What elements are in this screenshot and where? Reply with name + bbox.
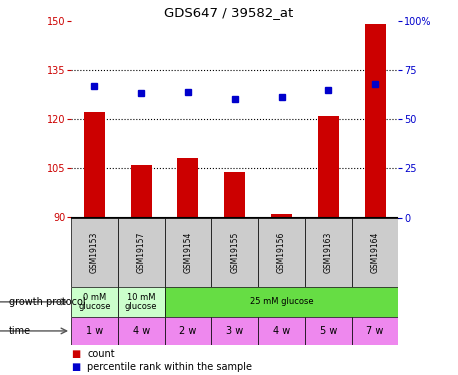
Bar: [305, 317, 352, 345]
Text: 5 w: 5 w: [320, 326, 337, 336]
Text: growth protocol: growth protocol: [9, 297, 86, 307]
Text: GSM19153: GSM19153: [90, 231, 99, 273]
Text: 0 mM
glucose: 0 mM glucose: [78, 293, 111, 311]
Text: 10 mM
glucose: 10 mM glucose: [125, 293, 158, 311]
Text: count: count: [87, 350, 114, 359]
Bar: [118, 287, 164, 317]
Bar: [71, 217, 118, 287]
Text: ■: ■: [71, 350, 80, 359]
Bar: [211, 217, 258, 287]
Bar: [118, 217, 164, 287]
Text: GSM19155: GSM19155: [230, 231, 239, 273]
Bar: [365, 24, 386, 218]
Bar: [164, 317, 211, 345]
Bar: [164, 217, 211, 287]
Bar: [211, 317, 258, 345]
Bar: [224, 171, 245, 217]
Text: GSM19154: GSM19154: [184, 231, 192, 273]
Text: percentile rank within the sample: percentile rank within the sample: [87, 362, 252, 372]
Bar: [352, 217, 398, 287]
Text: GSM19163: GSM19163: [324, 231, 333, 273]
Text: GSM19156: GSM19156: [277, 231, 286, 273]
Bar: [352, 317, 398, 345]
Text: 2 w: 2 w: [179, 326, 196, 336]
Text: 1 w: 1 w: [86, 326, 103, 336]
Bar: [305, 217, 352, 287]
Bar: [318, 116, 339, 218]
Bar: [177, 158, 198, 218]
Text: GDS647 / 39582_at: GDS647 / 39582_at: [164, 6, 294, 19]
Bar: [271, 214, 292, 217]
Bar: [131, 165, 152, 218]
Bar: [164, 287, 398, 317]
Bar: [71, 317, 118, 345]
Bar: [118, 317, 164, 345]
Bar: [258, 217, 305, 287]
Text: GSM19164: GSM19164: [371, 231, 380, 273]
Text: 7 w: 7 w: [366, 326, 384, 336]
Bar: [84, 112, 105, 218]
Text: 25 mM glucose: 25 mM glucose: [250, 297, 313, 306]
Text: 3 w: 3 w: [226, 326, 243, 336]
Text: ■: ■: [71, 362, 80, 372]
Text: 4 w: 4 w: [132, 326, 150, 336]
Text: time: time: [9, 326, 31, 336]
Bar: [258, 317, 305, 345]
Text: 4 w: 4 w: [273, 326, 290, 336]
Bar: [71, 287, 118, 317]
Text: GSM19157: GSM19157: [136, 231, 146, 273]
